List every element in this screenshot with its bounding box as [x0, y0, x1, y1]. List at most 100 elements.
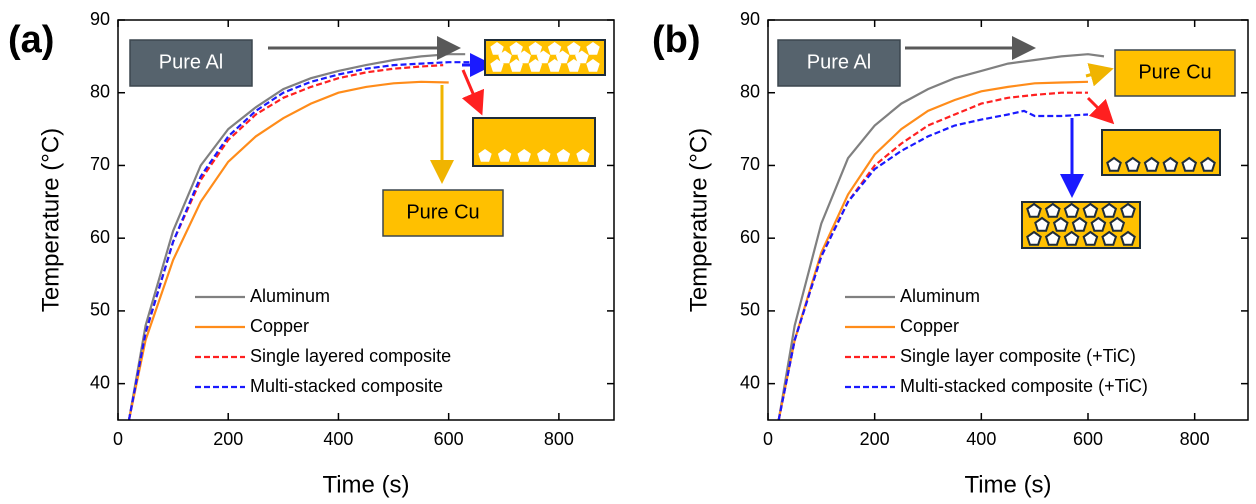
- pentagon-icon: [1071, 216, 1088, 232]
- pentagon-icon: [528, 42, 543, 55]
- pentagon-icon: [1106, 156, 1122, 172]
- annotation-text: Pure Al: [807, 51, 871, 73]
- series-line: [127, 80, 449, 420]
- pentagon-icon: [1034, 216, 1050, 232]
- pentagon-icon: [1109, 216, 1126, 232]
- annotation-text: Pure Cu: [406, 201, 479, 223]
- y-tick-label: 50: [740, 300, 760, 320]
- legend-label: Multi-stacked composite: [250, 376, 443, 396]
- pentagon-icon: [1181, 156, 1198, 172]
- plot-frame: [117, 19, 615, 421]
- x-tick-label: 400: [966, 429, 996, 449]
- pentagon-icon: [576, 149, 590, 162]
- x-axis-label: Time (s): [964, 471, 1051, 498]
- pentagon-icon: [490, 59, 504, 72]
- pentagon-icon: [547, 59, 562, 72]
- y-axis-label: Temperature (°C): [685, 128, 712, 312]
- x-tick-label: 200: [213, 429, 243, 449]
- annotation-text: Pure Cu: [1138, 61, 1211, 83]
- pentagon-icon: [586, 42, 600, 55]
- panel-label: (a): [8, 19, 54, 61]
- y-tick-label: 80: [740, 81, 760, 101]
- pentagon-icon: [1124, 156, 1141, 172]
- pentagon-icon: [567, 42, 581, 55]
- pentagon-icon: [1120, 202, 1136, 218]
- panel-label: (b): [652, 19, 701, 61]
- arrow: [1085, 63, 1114, 87]
- pentagon-icon: [1200, 156, 1216, 172]
- series-line: [777, 109, 1089, 420]
- icon-box: [472, 117, 596, 167]
- structure-icon: [484, 39, 606, 76]
- series-line: [777, 53, 1105, 420]
- pentagon-icon: [575, 50, 589, 64]
- x-tick-label: 0: [113, 429, 123, 449]
- pentagon-icon: [547, 42, 562, 55]
- icon-box: [1101, 129, 1221, 176]
- series-line: [127, 64, 444, 420]
- pentagon-icon: [509, 59, 523, 72]
- pentagon-icon: [567, 59, 581, 72]
- y-tick-label: 90: [740, 9, 760, 29]
- series-line: [127, 53, 466, 420]
- pentagon-icon: [1101, 230, 1118, 246]
- y-tick-label: 60: [90, 227, 110, 247]
- arrow: [461, 69, 485, 116]
- pentagon-icon: [1026, 230, 1042, 246]
- pentagon-icon: [1120, 230, 1136, 246]
- y-tick-label: 60: [740, 227, 760, 247]
- annotation-box: [129, 39, 253, 87]
- structure-icon: [1021, 201, 1141, 249]
- pentagon-icon: [537, 149, 551, 162]
- pentagon-icon: [1063, 230, 1080, 246]
- pentagon-icon: [517, 50, 531, 64]
- annotation-box: [1114, 49, 1236, 97]
- legend-label: Multi-stacked composite (+TiC): [900, 376, 1148, 396]
- pentagon-icon: [509, 42, 523, 55]
- pentagon-icon: [1101, 202, 1118, 218]
- series-line: [777, 80, 1089, 420]
- annotation-box: [777, 39, 901, 87]
- pentagon-icon: [1063, 202, 1080, 218]
- y-tick-label: 70: [90, 154, 110, 174]
- pentagon-icon: [1162, 156, 1179, 172]
- y-tick-label: 50: [90, 300, 110, 320]
- annotation-box: [382, 189, 504, 237]
- pentagon-icon: [536, 50, 551, 64]
- y-tick-label: 70: [740, 154, 760, 174]
- x-tick-label: 600: [1073, 429, 1103, 449]
- pentagon-icon: [497, 149, 512, 162]
- pentagon-icon: [555, 50, 570, 64]
- legend-label: Copper: [900, 316, 959, 336]
- legend-label: Aluminum: [900, 286, 980, 306]
- pentagon-icon: [528, 59, 543, 72]
- series-line: [127, 61, 471, 420]
- y-tick-label: 90: [90, 9, 110, 29]
- y-axis-label: Temperature (°C): [37, 128, 64, 312]
- legend-label: Single layered composite: [250, 346, 451, 366]
- structure-icon: [472, 117, 596, 167]
- arrow: [1086, 96, 1115, 125]
- pentagon-icon: [1052, 216, 1069, 232]
- pentagon-icon: [586, 59, 600, 72]
- annotation-text: Pure Al: [159, 51, 223, 73]
- pentagon-icon: [517, 149, 531, 162]
- y-tick-label: 80: [90, 81, 110, 101]
- pentagon-icon: [556, 149, 571, 162]
- pentagon-icon: [1082, 202, 1099, 218]
- x-tick-label: 200: [860, 429, 890, 449]
- x-tick-label: 800: [1180, 429, 1210, 449]
- pentagon-icon: [490, 42, 504, 55]
- y-tick-label: 40: [90, 372, 110, 392]
- pentagon-icon: [1143, 156, 1160, 172]
- x-tick-label: 800: [544, 429, 574, 449]
- series-line: [777, 91, 1088, 420]
- pentagon-icon: [1044, 202, 1061, 218]
- legend-label: Aluminum: [250, 286, 330, 306]
- x-axis-label: Time (s): [322, 471, 409, 498]
- x-tick-label: 600: [434, 429, 464, 449]
- plot-frame: [767, 19, 1249, 421]
- pentagon-icon: [498, 50, 512, 64]
- legend-label: Single layer composite (+TiC): [900, 346, 1136, 366]
